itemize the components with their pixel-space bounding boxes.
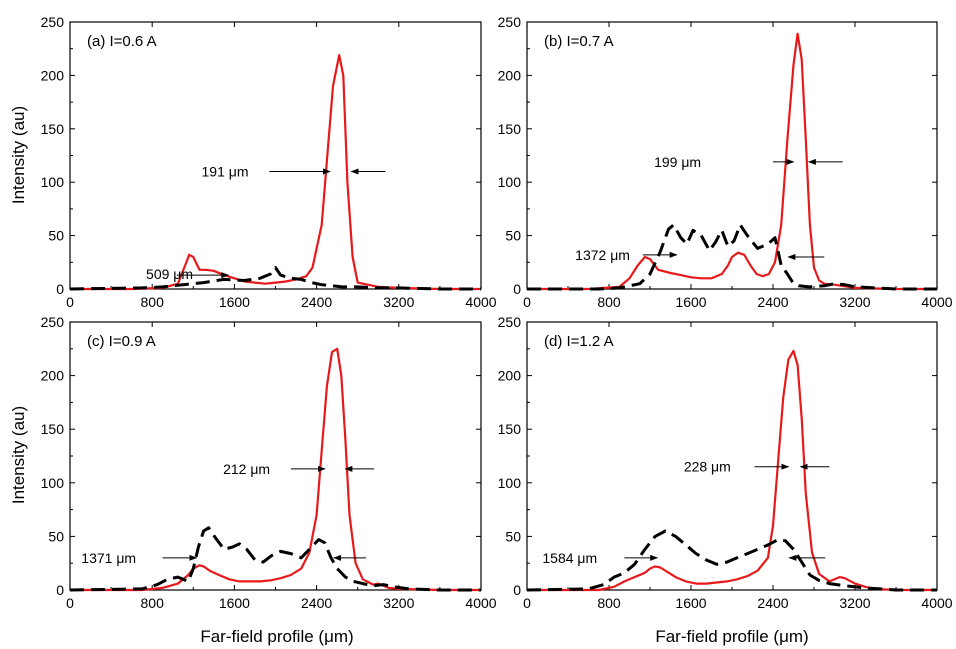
panel-d: 0 800 1600 2400 3200 4000 0 50 100 150 200 250 (d) I… xyxy=(498,314,953,611)
y-tick-label: 200 xyxy=(41,67,65,83)
y-axis-label-top: Intensity (au) xyxy=(9,106,28,204)
y-tick-label: 250 xyxy=(498,14,522,30)
x-tick-label: 2400 xyxy=(301,595,332,611)
y-tick-label: 150 xyxy=(498,421,522,437)
dashed-series-line xyxy=(526,529,937,592)
dashed-series-line xyxy=(527,223,937,291)
solid-series-line xyxy=(70,53,481,291)
x-tick-label: 800 xyxy=(141,595,165,611)
y-tick-label: 150 xyxy=(498,121,522,137)
fwhm-annotation: 1372 μm xyxy=(575,247,630,263)
y-tick-label: 0 xyxy=(56,281,64,297)
dashed-series-line xyxy=(69,526,481,592)
x-tick-label: 4000 xyxy=(921,294,952,310)
y-tick-label: 200 xyxy=(498,368,522,384)
panel-b: 0 800 1600 2400 3200 4000 0 50 100 150 200 250 (b) I… xyxy=(498,14,953,310)
x-tick-label: 1600 xyxy=(675,294,706,310)
y-tick-label: 50 xyxy=(505,228,521,244)
y-axis-label-bottom: Intensity (au) xyxy=(9,406,28,504)
x-tick-label: 4000 xyxy=(465,595,496,611)
x-tick-label: 4000 xyxy=(465,294,496,310)
x-tick-label: 1600 xyxy=(219,294,250,310)
y-tick-label: 250 xyxy=(41,314,65,330)
y-tick-label: 50 xyxy=(505,528,521,544)
x-tick-label: 0 xyxy=(66,294,74,310)
fwhm-annotation: 509 μm xyxy=(146,266,193,282)
dashed-series-line xyxy=(69,266,481,291)
panel-label: (c) I=0.9 A xyxy=(87,333,156,350)
solid-series-line xyxy=(527,349,937,592)
plot-frame xyxy=(69,21,482,290)
y-tick-label: 250 xyxy=(498,314,522,330)
y-tick-label: 200 xyxy=(498,67,522,83)
x-tick-label: 0 xyxy=(523,294,531,310)
fwhm-annotation: 1371 μm xyxy=(81,550,136,566)
y-tick-label: 100 xyxy=(41,475,65,491)
x-tick-label: 1600 xyxy=(675,595,706,611)
x-tick-label: 800 xyxy=(597,595,621,611)
x-tick-label: 800 xyxy=(141,294,165,310)
fwhm-annotation: 228 μm xyxy=(684,459,731,475)
y-tick-label: 100 xyxy=(498,174,522,190)
x-tick-label: 2400 xyxy=(301,294,332,310)
fwhm-annotation: 191 μm xyxy=(202,164,249,180)
x-tick-label: 800 xyxy=(597,294,621,310)
y-tick-label: 150 xyxy=(41,121,65,137)
solid-series-line xyxy=(70,347,481,592)
y-tick-label: 100 xyxy=(41,174,65,190)
y-tick-label: 150 xyxy=(41,421,65,437)
x-tick-label: 2400 xyxy=(757,595,788,611)
x-tick-label: 3200 xyxy=(839,294,870,310)
y-tick-label: 100 xyxy=(498,475,522,491)
fwhm-annotation: 199 μm xyxy=(654,154,701,170)
x-tick-label: 4000 xyxy=(921,595,952,611)
y-tick-label: 0 xyxy=(56,582,64,598)
x-tick-label: 3200 xyxy=(839,595,870,611)
panel-a: 0 800 1600 2400 3200 4000 0 50 100 150 200 250 (a) I… xyxy=(41,14,497,310)
y-tick-label: 0 xyxy=(513,582,521,598)
y-tick-label: 50 xyxy=(48,228,64,244)
x-axis-label-left: Far-field profile (μm) xyxy=(200,627,353,646)
x-tick-label: 0 xyxy=(523,595,531,611)
y-tick-label: 50 xyxy=(48,528,64,544)
x-axis-label-right: Far-field profile (μm) xyxy=(655,627,808,646)
panel-label: (a) I=0.6 A xyxy=(87,33,157,50)
panel-c: 0 800 1600 2400 3200 4000 0 50 100 150 200 250 (c) I… xyxy=(41,314,497,611)
solid-series-line xyxy=(527,32,937,291)
x-tick-label: 1600 xyxy=(219,595,250,611)
x-tick-label: 2400 xyxy=(757,294,788,310)
x-tick-label: 3200 xyxy=(383,294,414,310)
x-tick-label: 0 xyxy=(66,595,74,611)
y-tick-label: 250 xyxy=(41,14,65,30)
panel-label: (b) I=0.7 A xyxy=(544,33,614,50)
fwhm-annotation: 212 μm xyxy=(223,461,270,477)
y-tick-label: 0 xyxy=(513,281,521,297)
x-tick-label: 3200 xyxy=(383,595,414,611)
panel-label: (d) I=1.2 A xyxy=(544,333,614,350)
y-tick-label: 200 xyxy=(41,368,65,384)
fwhm-annotation: 1584 μm xyxy=(542,550,597,566)
